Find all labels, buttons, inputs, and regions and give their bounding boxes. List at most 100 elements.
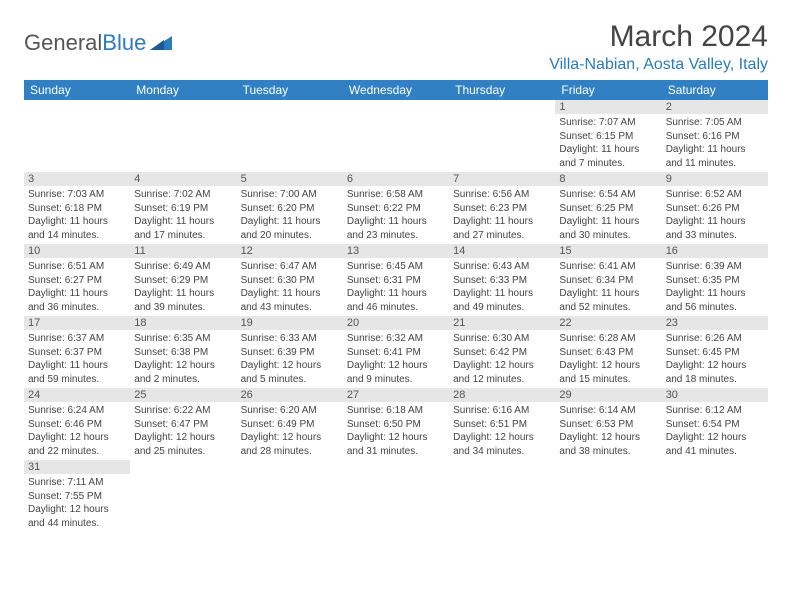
day-cell: 12Sunrise: 6:47 AMSunset: 6:30 PMDayligh…	[237, 244, 343, 316]
day-cell	[449, 460, 555, 532]
day-info-line: Sunrise: 6:47 AM	[241, 260, 339, 274]
day-info-line: Daylight: 12 hours	[134, 359, 232, 373]
day-info-line: Sunrise: 6:49 AM	[134, 260, 232, 274]
day-info-line: Daylight: 11 hours	[134, 215, 232, 229]
day-info-line: and 59 minutes.	[28, 373, 126, 387]
day-info	[24, 102, 130, 106]
day-info-line: Sunrise: 6:58 AM	[347, 188, 445, 202]
day-info-line: Sunrise: 6:52 AM	[666, 188, 764, 202]
day-info: Sunrise: 6:41 AMSunset: 6:34 PMDaylight:…	[555, 258, 661, 316]
day-cell	[237, 460, 343, 532]
day-cell: 4Sunrise: 7:02 AMSunset: 6:19 PMDaylight…	[130, 172, 236, 244]
day-info-line: Sunrise: 6:37 AM	[28, 332, 126, 346]
day-info-line: Sunset: 6:49 PM	[241, 418, 339, 432]
day-info-line: Daylight: 11 hours	[453, 287, 551, 301]
weekday-row: Sunday Monday Tuesday Wednesday Thursday…	[24, 80, 768, 100]
month-title: March 2024	[549, 20, 768, 54]
day-number: 31	[24, 460, 130, 474]
day-info-line: Daylight: 12 hours	[666, 359, 764, 373]
day-info-line: Sunrise: 6:20 AM	[241, 404, 339, 418]
day-info-line: Sunrise: 6:26 AM	[666, 332, 764, 346]
day-number: 20	[343, 316, 449, 330]
day-info-line: and 14 minutes.	[28, 229, 126, 243]
day-info-line: Sunset: 6:46 PM	[28, 418, 126, 432]
day-info: Sunrise: 6:28 AMSunset: 6:43 PMDaylight:…	[555, 330, 661, 388]
day-info-line: and 18 minutes.	[666, 373, 764, 387]
day-info-line: Daylight: 11 hours	[666, 143, 764, 157]
day-cell: 14Sunrise: 6:43 AMSunset: 6:33 PMDayligh…	[449, 244, 555, 316]
day-cell	[449, 100, 555, 172]
logo-text-1: General	[24, 30, 102, 56]
day-cell: 5Sunrise: 7:00 AMSunset: 6:20 PMDaylight…	[237, 172, 343, 244]
day-info-line: Daylight: 12 hours	[347, 431, 445, 445]
day-cell	[662, 460, 768, 532]
day-info-line: Sunrise: 6:16 AM	[453, 404, 551, 418]
day-info: Sunrise: 6:43 AMSunset: 6:33 PMDaylight:…	[449, 258, 555, 316]
day-info: Sunrise: 6:37 AMSunset: 6:37 PMDaylight:…	[24, 330, 130, 388]
day-info-line: Daylight: 12 hours	[28, 503, 126, 517]
day-info-line: and 20 minutes.	[241, 229, 339, 243]
day-cell: 22Sunrise: 6:28 AMSunset: 6:43 PMDayligh…	[555, 316, 661, 388]
day-info-line: and 7 minutes.	[559, 157, 657, 171]
week-row: 31Sunrise: 7:11 AMSunset: 7:55 PMDayligh…	[24, 460, 768, 532]
logo: GeneralBlue	[24, 20, 172, 56]
day-info-line: and 17 minutes.	[134, 229, 232, 243]
day-info-line: and 39 minutes.	[134, 301, 232, 315]
day-info: Sunrise: 6:52 AMSunset: 6:26 PMDaylight:…	[662, 186, 768, 244]
day-number: 11	[130, 244, 236, 258]
day-info: Sunrise: 6:16 AMSunset: 6:51 PMDaylight:…	[449, 402, 555, 460]
day-info: Sunrise: 6:35 AMSunset: 6:38 PMDaylight:…	[130, 330, 236, 388]
day-info: Sunrise: 7:02 AMSunset: 6:19 PMDaylight:…	[130, 186, 236, 244]
day-cell: 10Sunrise: 6:51 AMSunset: 6:27 PMDayligh…	[24, 244, 130, 316]
day-number: 27	[343, 388, 449, 402]
day-info-line: Sunrise: 6:28 AM	[559, 332, 657, 346]
day-cell: 18Sunrise: 6:35 AMSunset: 6:38 PMDayligh…	[130, 316, 236, 388]
week-row: 24Sunrise: 6:24 AMSunset: 6:46 PMDayligh…	[24, 388, 768, 460]
day-cell: 27Sunrise: 6:18 AMSunset: 6:50 PMDayligh…	[343, 388, 449, 460]
day-info	[130, 462, 236, 466]
day-info-line: and 27 minutes.	[453, 229, 551, 243]
day-info: Sunrise: 6:30 AMSunset: 6:42 PMDaylight:…	[449, 330, 555, 388]
day-info	[343, 462, 449, 466]
day-info-line: Sunset: 6:41 PM	[347, 346, 445, 360]
day-info-line: and 43 minutes.	[241, 301, 339, 315]
day-info-line: Daylight: 11 hours	[134, 287, 232, 301]
day-cell	[130, 100, 236, 172]
day-cell: 8Sunrise: 6:54 AMSunset: 6:25 PMDaylight…	[555, 172, 661, 244]
weekday-header: Monday	[130, 80, 236, 100]
day-info	[449, 102, 555, 106]
day-number: 25	[130, 388, 236, 402]
weekday-header: Sunday	[24, 80, 130, 100]
day-info	[237, 102, 343, 106]
day-info-line: Sunrise: 6:45 AM	[347, 260, 445, 274]
day-number: 8	[555, 172, 661, 186]
day-number: 19	[237, 316, 343, 330]
day-number: 12	[237, 244, 343, 258]
day-info: Sunrise: 6:33 AMSunset: 6:39 PMDaylight:…	[237, 330, 343, 388]
day-number: 13	[343, 244, 449, 258]
day-info-line: Daylight: 12 hours	[559, 431, 657, 445]
day-number: 14	[449, 244, 555, 258]
day-info-line: Sunrise: 7:00 AM	[241, 188, 339, 202]
day-info: Sunrise: 6:18 AMSunset: 6:50 PMDaylight:…	[343, 402, 449, 460]
day-info-line: Daylight: 12 hours	[453, 359, 551, 373]
day-info-line: Daylight: 11 hours	[453, 215, 551, 229]
day-info: Sunrise: 6:24 AMSunset: 6:46 PMDaylight:…	[24, 402, 130, 460]
day-info-line: Sunrise: 7:02 AM	[134, 188, 232, 202]
day-info-line: Sunset: 6:51 PM	[453, 418, 551, 432]
day-info: Sunrise: 6:32 AMSunset: 6:41 PMDaylight:…	[343, 330, 449, 388]
day-info-line: Sunset: 6:38 PM	[134, 346, 232, 360]
week-row: 3Sunrise: 7:03 AMSunset: 6:18 PMDaylight…	[24, 172, 768, 244]
day-info-line: Daylight: 12 hours	[134, 431, 232, 445]
day-number: 3	[24, 172, 130, 186]
day-info: Sunrise: 6:22 AMSunset: 6:47 PMDaylight:…	[130, 402, 236, 460]
day-info-line: Sunset: 6:42 PM	[453, 346, 551, 360]
day-info: Sunrise: 6:47 AMSunset: 6:30 PMDaylight:…	[237, 258, 343, 316]
day-info-line: Sunset: 6:25 PM	[559, 202, 657, 216]
day-info	[555, 462, 661, 466]
day-info: Sunrise: 7:03 AMSunset: 6:18 PMDaylight:…	[24, 186, 130, 244]
day-info-line: Sunrise: 6:14 AM	[559, 404, 657, 418]
day-info-line: Daylight: 12 hours	[453, 431, 551, 445]
day-info: Sunrise: 6:14 AMSunset: 6:53 PMDaylight:…	[555, 402, 661, 460]
day-info: Sunrise: 6:12 AMSunset: 6:54 PMDaylight:…	[662, 402, 768, 460]
